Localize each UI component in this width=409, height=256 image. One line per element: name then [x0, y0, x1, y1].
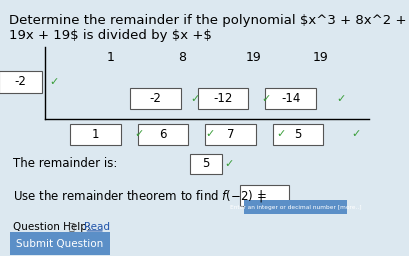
Text: Determine the remainder if the polynomial $x^3 + 8x^2 + 19x + 19$ is divided by : Determine the remainder if the polynomia… — [9, 14, 407, 42]
Text: ✓: ✓ — [134, 129, 144, 140]
Text: ✓: ✓ — [49, 77, 59, 87]
Text: ✓: ✓ — [352, 129, 361, 140]
Text: 5: 5 — [202, 157, 210, 170]
Text: -12: -12 — [213, 92, 233, 105]
FancyBboxPatch shape — [205, 124, 256, 145]
Text: 5: 5 — [294, 128, 302, 141]
FancyBboxPatch shape — [70, 124, 121, 145]
Text: ✓: ✓ — [190, 93, 200, 104]
Text: 1: 1 — [92, 128, 99, 141]
Text: Use the remainder theorem to find $f(-2)$ =: Use the remainder theorem to find $f(-2)… — [13, 188, 267, 203]
FancyBboxPatch shape — [10, 232, 110, 255]
FancyBboxPatch shape — [273, 124, 324, 145]
Text: Submit Question: Submit Question — [16, 239, 103, 249]
FancyBboxPatch shape — [0, 71, 42, 93]
Text: 8: 8 — [178, 51, 186, 64]
Text: Enter an integer or decimal number [more..]: Enter an integer or decimal number [more… — [230, 205, 362, 210]
Text: The remainder is:: The remainder is: — [13, 157, 117, 170]
FancyBboxPatch shape — [190, 154, 222, 174]
Text: ✓: ✓ — [337, 93, 346, 104]
Text: ✓: ✓ — [276, 129, 286, 140]
Text: 7: 7 — [227, 128, 234, 141]
Text: Question Help:: Question Help: — [13, 221, 97, 232]
Text: -2: -2 — [150, 92, 162, 105]
FancyBboxPatch shape — [265, 88, 316, 109]
FancyBboxPatch shape — [138, 124, 189, 145]
Text: ✓: ✓ — [262, 93, 271, 104]
FancyBboxPatch shape — [130, 88, 181, 109]
Text: 19: 19 — [245, 51, 261, 64]
Text: Read: Read — [84, 221, 110, 232]
FancyBboxPatch shape — [244, 200, 347, 214]
Text: ✓: ✓ — [205, 129, 215, 140]
Text: 19: 19 — [313, 51, 328, 64]
FancyBboxPatch shape — [240, 185, 289, 206]
Text: 🖹: 🖹 — [68, 221, 74, 232]
Text: 1: 1 — [107, 51, 115, 64]
Text: -2: -2 — [15, 76, 27, 88]
Text: ✓: ✓ — [224, 159, 234, 169]
Text: 6: 6 — [160, 128, 167, 141]
FancyBboxPatch shape — [198, 88, 248, 109]
Text: -14: -14 — [281, 92, 300, 105]
Text: |: | — [258, 189, 263, 202]
